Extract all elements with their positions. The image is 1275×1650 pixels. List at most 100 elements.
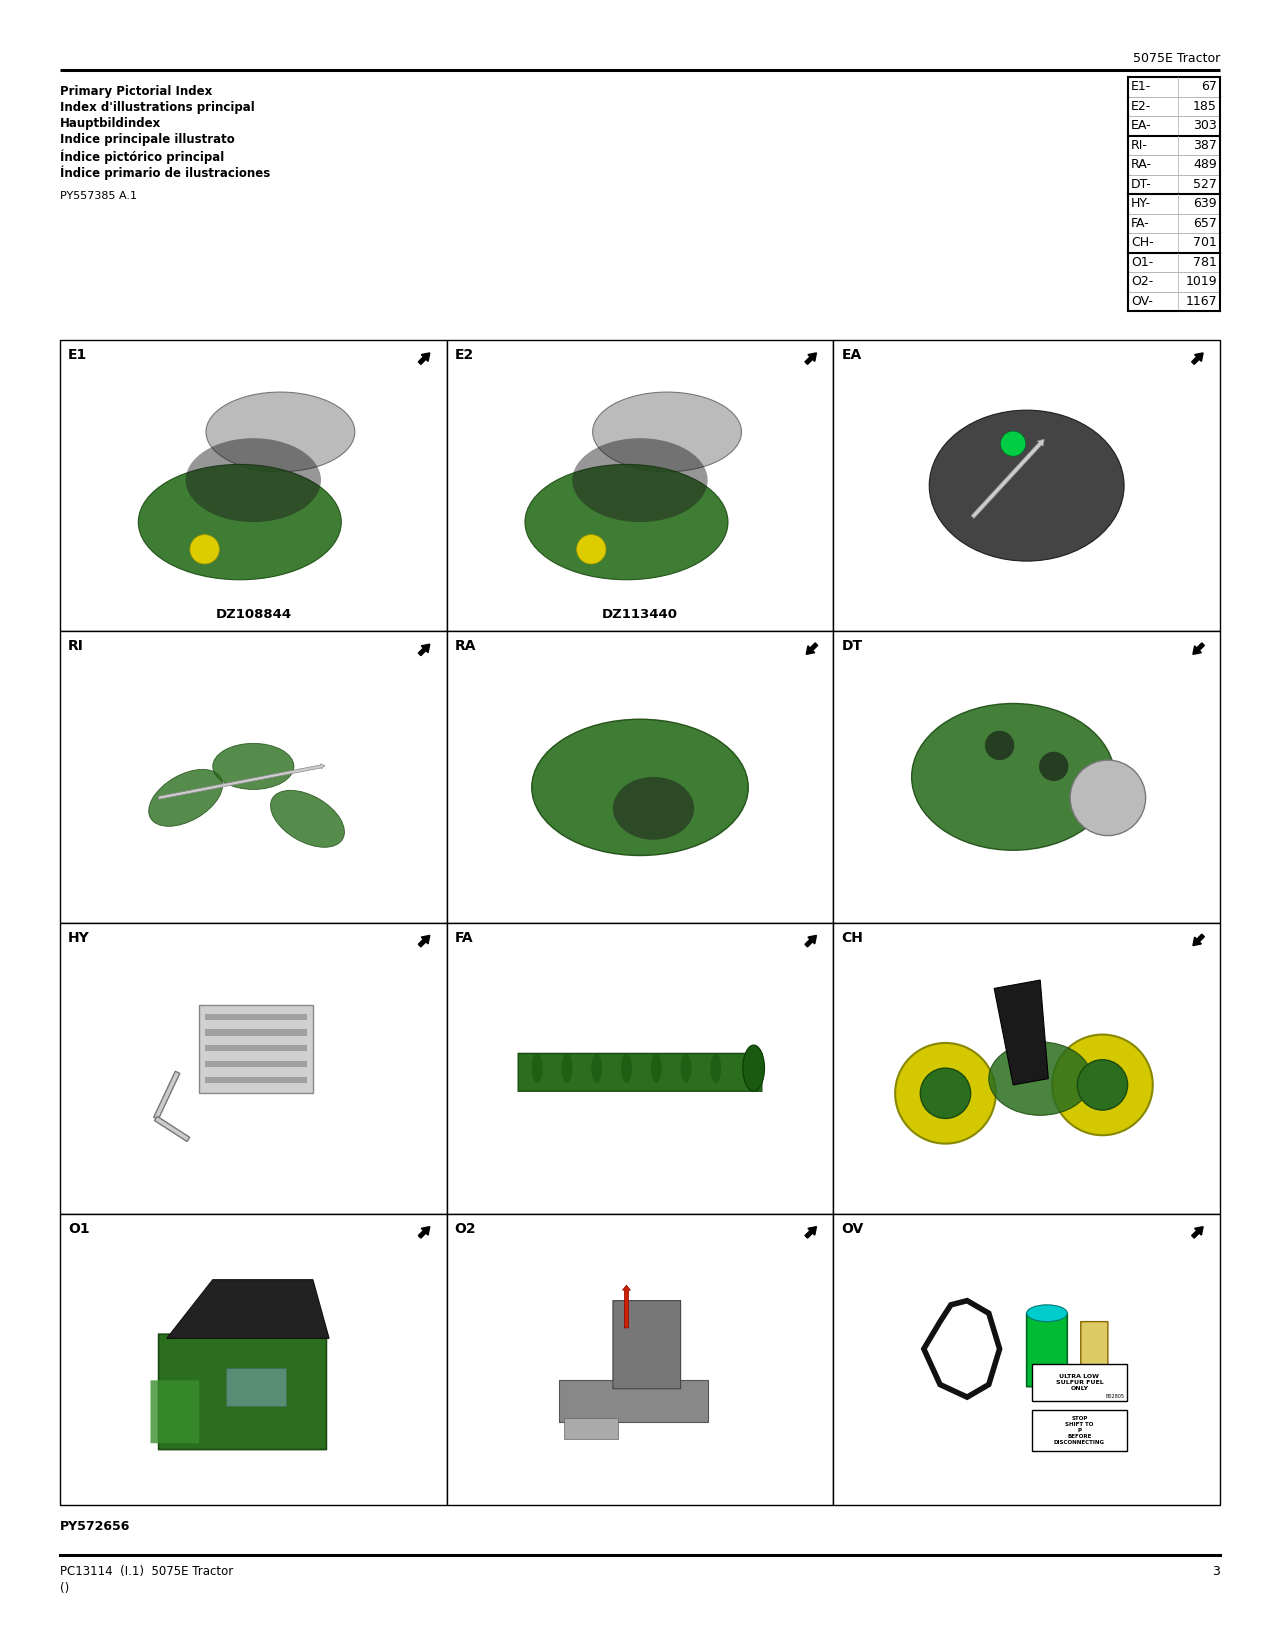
Bar <box>446 922 834 1214</box>
Bar <box>565 1417 618 1439</box>
Ellipse shape <box>710 1053 722 1082</box>
Bar <box>1128 78 1220 96</box>
Text: RA: RA <box>455 639 476 653</box>
Bar <box>1128 155 1220 175</box>
Ellipse shape <box>270 790 344 848</box>
FancyBboxPatch shape <box>158 1335 326 1450</box>
Ellipse shape <box>593 393 742 472</box>
Ellipse shape <box>613 777 694 840</box>
Bar <box>558 1381 708 1422</box>
Text: E1-: E1- <box>1131 81 1151 94</box>
Text: B02805: B02805 <box>1105 1394 1125 1399</box>
FancyArrow shape <box>1193 644 1205 655</box>
Text: STOP
SHIFT TO
P
BEFORE
DISCONNECTING: STOP SHIFT TO P BEFORE DISCONNECTING <box>1054 1416 1105 1444</box>
Text: 67: 67 <box>1201 81 1218 94</box>
Text: EA-: EA- <box>1131 119 1151 132</box>
FancyBboxPatch shape <box>1026 1313 1067 1386</box>
Bar <box>1128 175 1220 195</box>
Text: E2: E2 <box>455 348 474 361</box>
Text: OV: OV <box>842 1221 863 1236</box>
Ellipse shape <box>650 1053 662 1082</box>
Text: HY: HY <box>68 931 89 944</box>
Bar <box>204 1030 307 1036</box>
Bar <box>834 632 1220 922</box>
Text: HY-: HY- <box>1131 198 1151 210</box>
Text: 1019: 1019 <box>1186 276 1218 289</box>
Bar <box>60 1214 446 1505</box>
Ellipse shape <box>989 1041 1091 1115</box>
Text: E2-: E2- <box>1131 99 1151 112</box>
Text: Primary Pictorial Index: Primary Pictorial Index <box>60 86 212 97</box>
Bar <box>204 1061 307 1068</box>
Bar <box>1128 135 1220 155</box>
FancyArrow shape <box>418 936 430 947</box>
Ellipse shape <box>149 769 223 827</box>
FancyBboxPatch shape <box>613 1300 681 1389</box>
Text: O1-: O1- <box>1131 256 1154 269</box>
Bar <box>60 922 446 1214</box>
Circle shape <box>984 731 1015 761</box>
Text: 701: 701 <box>1193 236 1218 249</box>
Text: FA-: FA- <box>1131 216 1150 229</box>
Bar <box>60 632 446 922</box>
FancyArrow shape <box>418 1226 430 1238</box>
Text: RI: RI <box>68 639 84 653</box>
Text: Index d'illustrations principal: Index d'illustrations principal <box>60 101 255 114</box>
Ellipse shape <box>681 1053 691 1082</box>
Text: 657: 657 <box>1193 216 1218 229</box>
FancyArrow shape <box>1192 1226 1204 1238</box>
Text: DT-: DT- <box>1131 178 1151 191</box>
Bar <box>446 632 834 922</box>
Bar <box>446 1214 834 1505</box>
Bar <box>1128 252 1220 272</box>
Polygon shape <box>994 980 1048 1086</box>
Circle shape <box>190 535 219 564</box>
Text: (): () <box>60 1582 69 1596</box>
Bar <box>1128 116 1220 135</box>
FancyBboxPatch shape <box>150 1381 199 1444</box>
Text: FA: FA <box>455 931 473 944</box>
Circle shape <box>1052 1035 1153 1135</box>
Text: DT: DT <box>842 639 862 653</box>
Bar <box>1128 292 1220 310</box>
Bar <box>446 340 834 632</box>
Text: O1: O1 <box>68 1221 89 1236</box>
Bar <box>1128 272 1220 292</box>
Bar <box>199 1005 312 1094</box>
Text: CH: CH <box>842 931 863 944</box>
FancyBboxPatch shape <box>1081 1322 1108 1381</box>
Text: 185: 185 <box>1193 99 1218 112</box>
FancyArrow shape <box>1192 353 1204 365</box>
Bar <box>60 340 446 632</box>
Text: DZ113440: DZ113440 <box>602 609 678 622</box>
Text: EA: EA <box>842 348 862 361</box>
FancyArrow shape <box>805 1226 816 1238</box>
Text: 5075E Tractor: 5075E Tractor <box>1132 53 1220 64</box>
Ellipse shape <box>561 1053 572 1082</box>
Text: RA-: RA- <box>1131 158 1153 172</box>
Circle shape <box>895 1043 996 1143</box>
Text: Índice pictórico principal: Índice pictórico principal <box>60 148 224 163</box>
Ellipse shape <box>213 742 295 789</box>
Bar <box>1031 1363 1127 1401</box>
Text: 639: 639 <box>1193 198 1218 210</box>
Text: Hauptbildindex: Hauptbildindex <box>60 117 161 130</box>
Text: 527: 527 <box>1193 178 1218 191</box>
FancyArrow shape <box>158 764 325 799</box>
FancyArrow shape <box>418 644 430 655</box>
FancyArrow shape <box>805 353 816 365</box>
Bar <box>1128 96 1220 116</box>
Text: O2-: O2- <box>1131 276 1154 289</box>
Text: E1: E1 <box>68 348 87 361</box>
Text: 781: 781 <box>1193 256 1218 269</box>
Text: PC13114  (I.1)  5075E Tractor: PC13114 (I.1) 5075E Tractor <box>60 1564 233 1577</box>
Circle shape <box>576 535 606 564</box>
Bar <box>1128 233 1220 252</box>
Ellipse shape <box>186 439 321 521</box>
FancyArrow shape <box>972 439 1044 518</box>
Ellipse shape <box>592 1053 602 1082</box>
FancyArrow shape <box>418 353 430 365</box>
Text: OV-: OV- <box>1131 295 1153 309</box>
Circle shape <box>921 1068 970 1119</box>
Ellipse shape <box>207 393 354 472</box>
